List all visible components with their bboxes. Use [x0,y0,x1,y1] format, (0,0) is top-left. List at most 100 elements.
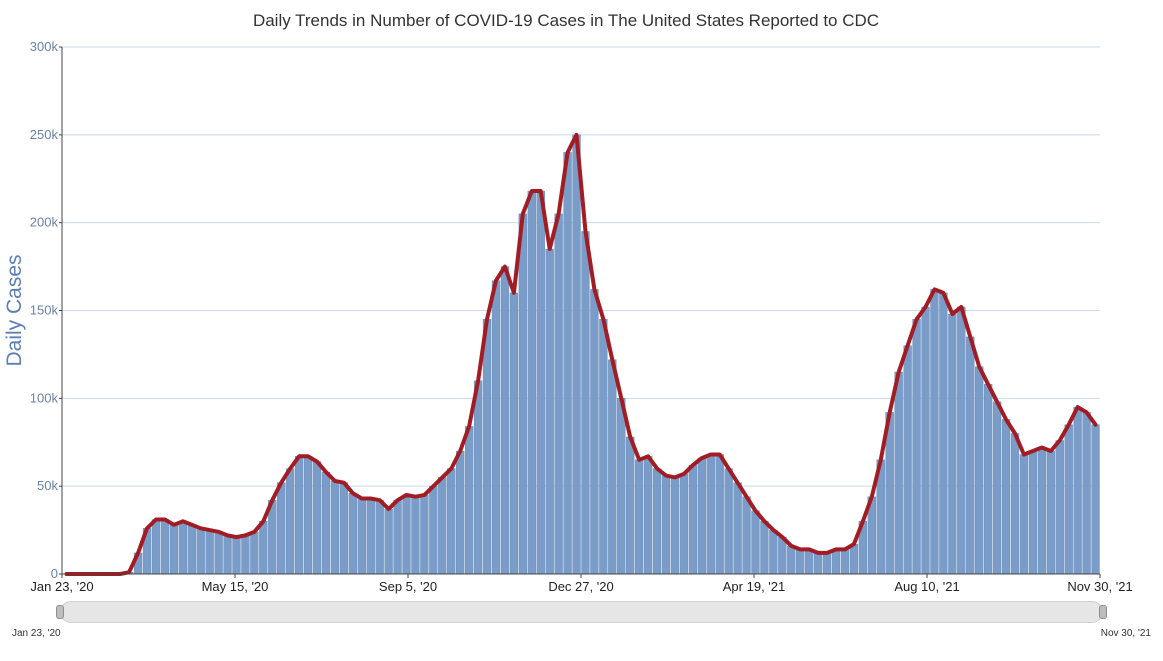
bar [903,345,912,575]
bar [1010,433,1020,575]
bar [366,498,375,575]
bar [581,231,590,575]
bar [894,371,903,575]
bar [984,384,993,575]
bar [1073,406,1082,575]
bar [429,485,438,575]
bar [608,359,617,575]
bar [742,496,751,575]
bar [769,529,778,575]
bar [160,519,170,575]
range-slider-right-handle[interactable] [1099,605,1107,619]
bar [912,319,921,575]
bar [626,436,635,575]
bar [590,289,599,575]
bar [661,475,671,575]
bar [679,473,689,575]
bar [527,190,536,575]
bar [241,535,250,575]
bar [670,477,680,575]
bar [688,464,697,575]
x-tick-label: Nov 30, '21 [1067,579,1132,594]
bar [393,500,402,575]
bar [957,306,966,575]
bar [948,313,957,575]
bar [563,152,572,575]
bar [169,524,178,575]
range-slider-track[interactable] [60,601,1103,623]
bar [1001,419,1011,575]
bar [482,319,492,575]
bar [312,461,322,575]
bar [205,529,214,575]
bar [465,426,474,575]
bar [813,552,823,575]
bar [473,380,483,575]
bar [992,401,1002,575]
bar [303,456,313,575]
bar [831,549,841,575]
bar [348,492,357,575]
bar [778,536,787,575]
bar [760,521,769,575]
bar [1019,454,1029,575]
bar [277,482,286,575]
bar [178,521,187,575]
bar [214,531,223,575]
bar [438,477,447,575]
bar [500,266,510,575]
bar [491,280,501,575]
bar [635,459,644,575]
bar [939,292,948,575]
range-start-label: Jan 23, '20 [12,628,61,639]
y-tick-label: 0 [51,566,58,581]
bar [456,450,465,575]
x-tick-label: Apr 19, '21 [723,579,785,594]
bar [330,480,340,575]
bar [187,524,196,575]
bar [259,521,268,575]
y-tick-label: 100k [30,390,59,405]
bar [787,545,796,575]
bar [849,543,859,575]
y-tick-label: 200k [30,215,59,230]
bar [975,366,984,575]
bar [384,508,393,575]
x-tick-label: Sep 5, '20 [379,579,437,594]
x-tick-label: May 15, '20 [202,579,269,594]
bar [599,319,608,575]
bar [643,456,653,575]
y-tick-label: 300k [30,39,59,54]
bar [223,535,232,575]
bar [375,500,384,575]
chart-svg: Daily Trends in Number of COVID-19 Cases… [3,11,1133,594]
bar [294,456,304,575]
bar [321,471,331,575]
bar [715,454,724,575]
bar [232,536,241,575]
bar [357,498,366,575]
bar [1055,440,1064,575]
bar [796,549,805,575]
range-end-label: Nov 30, '21 [1100,628,1151,639]
bar [921,306,930,575]
bar [545,248,554,575]
bar [805,549,814,575]
bar [751,510,760,575]
x-tick-label: Jan 23, '20 [30,579,93,594]
bar [724,468,733,575]
x-tick-label: Dec 27, '20 [548,579,613,594]
bar [1037,447,1046,575]
bar [1046,450,1055,575]
bar [447,468,456,575]
range-slider-left-handle[interactable] [56,605,64,619]
bar [402,494,411,575]
bar [652,468,662,575]
bar [697,457,706,575]
y-tick-label: 150k [30,303,59,318]
bar [286,468,295,575]
chart-title: Daily Trends in Number of COVID-19 Cases… [253,11,879,30]
bar [733,482,742,575]
bar [339,482,349,575]
